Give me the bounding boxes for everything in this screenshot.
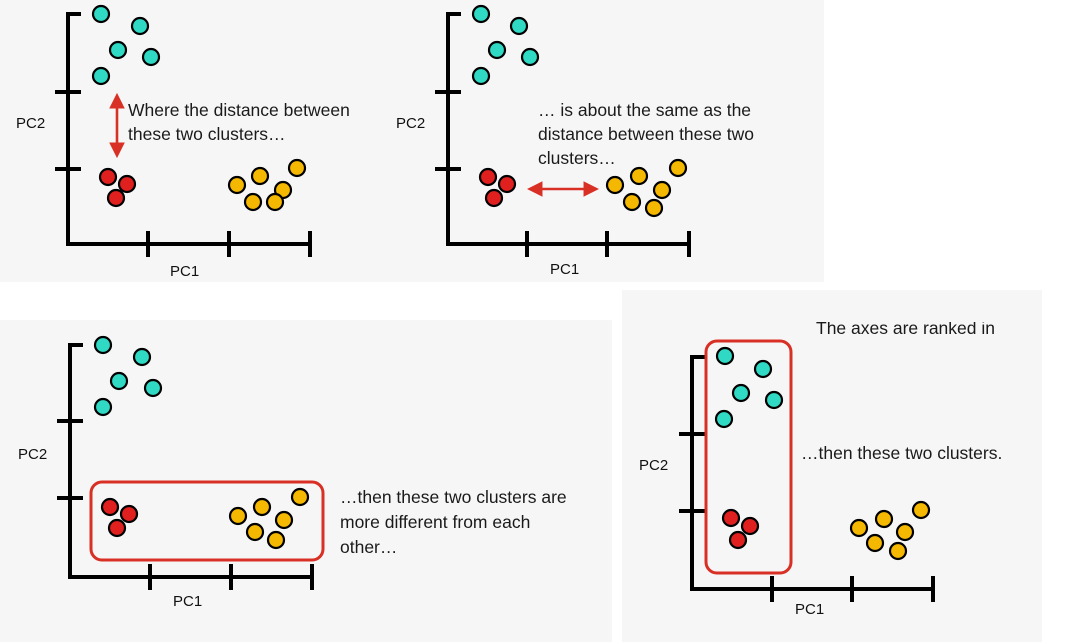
x-axis-label: PC1 bbox=[173, 593, 202, 610]
cluster-point bbox=[143, 378, 163, 398]
cluster-point bbox=[132, 347, 152, 367]
caption-line: … is about the same as the bbox=[538, 100, 751, 120]
cluster-point bbox=[911, 500, 931, 520]
cluster-point bbox=[753, 359, 773, 379]
y-axis-label: PC2 bbox=[18, 446, 47, 463]
cluster-point bbox=[487, 40, 507, 60]
cluster-point bbox=[130, 16, 150, 36]
cluster-point bbox=[227, 175, 247, 195]
caption: Where the distance between these two clus… bbox=[128, 100, 350, 144]
cluster-point bbox=[290, 487, 310, 507]
panel-background bbox=[412, 0, 824, 282]
cluster-point bbox=[509, 16, 529, 36]
caption: … is about the same as the distance betwe… bbox=[538, 100, 754, 168]
cluster-point bbox=[471, 66, 491, 86]
orange-cluster bbox=[849, 500, 931, 561]
cluster-point bbox=[484, 188, 504, 208]
red-cluster bbox=[721, 508, 760, 550]
cluster-point bbox=[874, 509, 894, 529]
cluster-point bbox=[728, 530, 748, 550]
cluster-point bbox=[109, 371, 129, 391]
orange-cluster bbox=[227, 158, 307, 212]
caption-line: Where the distance between bbox=[128, 100, 350, 120]
cluster-point bbox=[668, 158, 688, 178]
cluster-point bbox=[252, 497, 272, 517]
cluster-point bbox=[266, 530, 286, 550]
cluster-point bbox=[629, 166, 649, 186]
caption: …then these two clusters are more differe… bbox=[340, 487, 567, 557]
cluster-point bbox=[865, 533, 885, 553]
cluster-point bbox=[605, 175, 625, 195]
cluster-point bbox=[471, 4, 491, 24]
panel-3: PC2 PC1 …then these two clusters are more d… bbox=[0, 320, 612, 642]
panel-1: PC2 PC1 Where the distance between these tw… bbox=[0, 0, 412, 282]
teal-cluster bbox=[714, 346, 784, 429]
cluster-point bbox=[141, 47, 161, 67]
cluster-point bbox=[98, 167, 118, 187]
y-axis-label: PC2 bbox=[16, 115, 45, 132]
cluster-point bbox=[497, 174, 517, 194]
x-axis-label: PC1 bbox=[170, 263, 199, 280]
cluster-point bbox=[250, 166, 270, 186]
cluster-point bbox=[119, 504, 139, 524]
cluster-point bbox=[100, 497, 120, 517]
highlight-box bbox=[89, 480, 325, 562]
x-axis-label: PC1 bbox=[795, 601, 824, 618]
cluster-point bbox=[740, 516, 760, 536]
cluster-point bbox=[106, 188, 126, 208]
y-axis-label: PC2 bbox=[639, 457, 668, 474]
caption-line: these two clusters… bbox=[128, 124, 286, 144]
cluster-point bbox=[93, 335, 113, 355]
red-cluster bbox=[100, 497, 139, 538]
cluster-point bbox=[721, 508, 741, 528]
cluster-point bbox=[287, 158, 307, 178]
cluster-point bbox=[265, 192, 285, 212]
x-axis-label: PC1 bbox=[550, 261, 579, 278]
red-cluster bbox=[98, 167, 137, 208]
cluster-point bbox=[91, 66, 111, 86]
caption-line: distance between these two bbox=[538, 124, 754, 144]
caption-line: other… bbox=[340, 537, 397, 557]
caption-line: more different from each bbox=[340, 512, 530, 532]
highlight-box bbox=[704, 339, 793, 575]
panel-2: PC2 PC1 … is about the same as the distance… bbox=[396, 0, 824, 282]
y-axis-label: PC2 bbox=[396, 115, 425, 132]
cluster-point bbox=[91, 4, 111, 24]
cluster-point bbox=[764, 390, 784, 410]
cluster-point bbox=[731, 383, 751, 403]
cluster-point bbox=[895, 522, 915, 542]
caption-line: …then these two clusters. bbox=[801, 443, 1002, 463]
teal-cluster bbox=[91, 4, 161, 86]
caption-line: clusters… bbox=[538, 148, 616, 168]
cluster-point bbox=[243, 192, 263, 212]
cluster-point bbox=[644, 198, 664, 218]
red-cluster bbox=[478, 167, 517, 208]
cluster-point bbox=[245, 522, 265, 542]
cluster-point bbox=[715, 346, 735, 366]
panel-4: PC2 PC1 …then these two clusters. The axes … bbox=[622, 290, 1042, 642]
teal-cluster bbox=[93, 335, 163, 417]
cluster-point bbox=[849, 518, 869, 538]
cluster-point bbox=[107, 518, 127, 538]
cropped-heading-text: The axes are ranked in bbox=[816, 318, 995, 338]
orange-cluster bbox=[605, 158, 688, 218]
cluster-point bbox=[108, 40, 128, 60]
cluster-point bbox=[228, 506, 248, 526]
caption-line: …then these two clusters are bbox=[340, 487, 567, 507]
cluster-point bbox=[274, 510, 294, 530]
cluster-point bbox=[478, 167, 498, 187]
cluster-point bbox=[622, 192, 642, 212]
cluster-point bbox=[117, 174, 137, 194]
orange-cluster bbox=[228, 487, 310, 550]
cluster-point bbox=[714, 409, 734, 429]
cluster-point bbox=[652, 180, 672, 200]
teal-cluster bbox=[471, 4, 540, 86]
cluster-point bbox=[93, 397, 113, 417]
cluster-point bbox=[888, 541, 908, 561]
cluster-point bbox=[520, 47, 540, 67]
caption: …then these two clusters. bbox=[801, 443, 1002, 463]
